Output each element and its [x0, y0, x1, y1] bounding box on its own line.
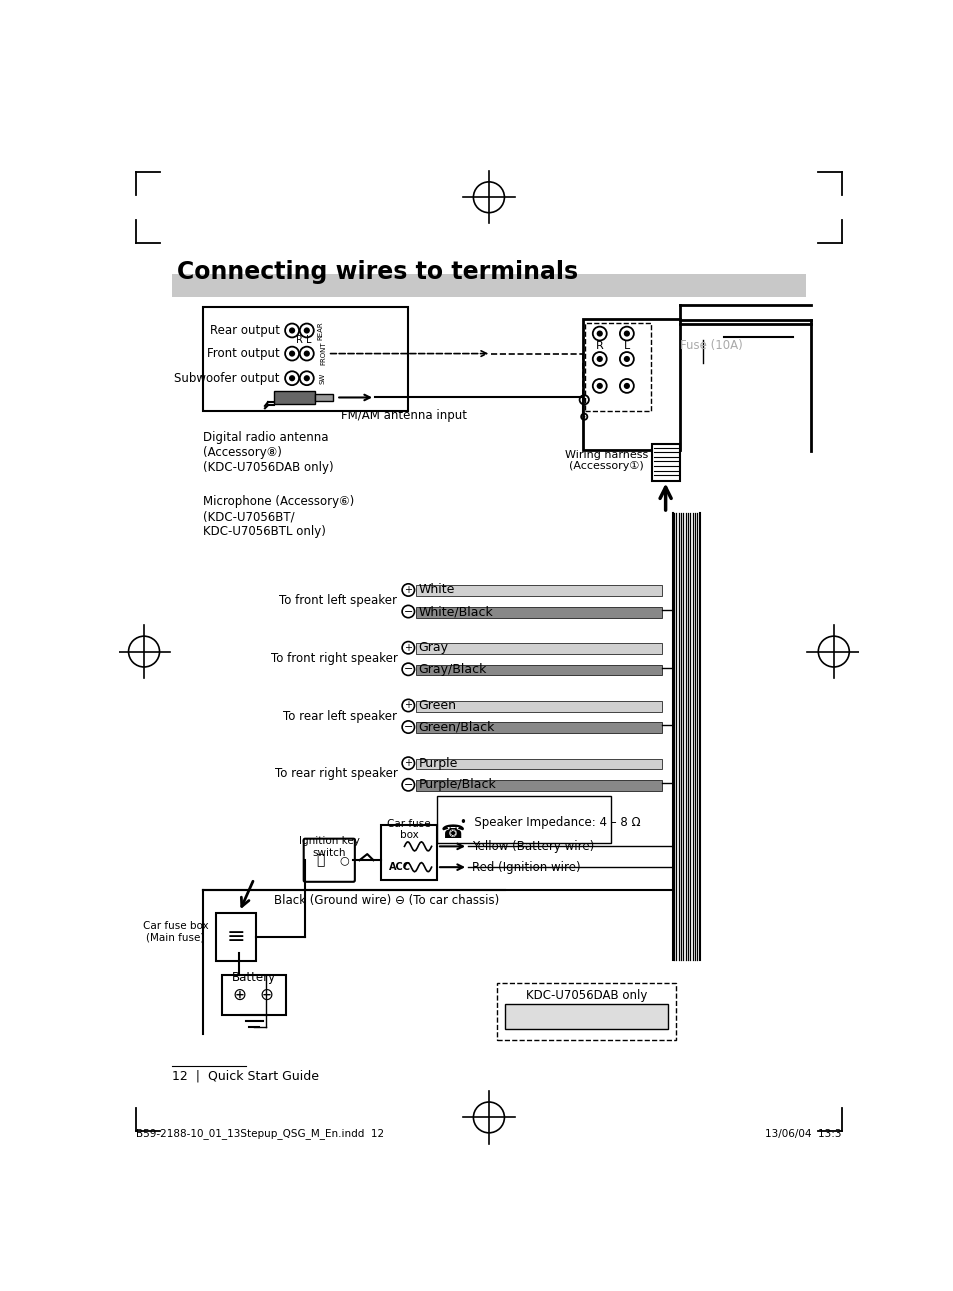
Bar [416, 780, 661, 791]
Text: Black (Ground wire) ⊖ (To car chassis): Black (Ground wire) ⊖ (To car chassis) [274, 895, 499, 908]
Text: ⊖: ⊖ [259, 986, 274, 1004]
Text: ⚿: ⚿ [315, 853, 324, 868]
Text: R: R [596, 341, 603, 351]
Bar [584, 323, 650, 412]
Text: Digital radio antenna
(Accessory⑧)
(KDC-U7056DAB only): Digital radio antenna (Accessory⑧) (KDC-… [203, 431, 334, 474]
Text: Car fuse box
(Main fuse): Car fuse box (Main fuse) [143, 920, 208, 942]
Text: To front left speaker: To front left speaker [279, 594, 397, 607]
Text: Rear output: Rear output [210, 324, 279, 337]
Text: −: − [403, 722, 413, 732]
Text: To front right speaker: To front right speaker [271, 652, 397, 665]
Circle shape [303, 350, 310, 356]
Text: Fuse (10A): Fuse (10A) [679, 340, 741, 352]
Bar [172, 274, 805, 297]
Circle shape [623, 330, 629, 337]
Bar [203, 306, 408, 411]
Bar [416, 723, 661, 733]
Text: R: R [295, 336, 302, 346]
Bar [274, 391, 314, 404]
Text: +: + [404, 585, 412, 595]
Text: •  Speaker Impedance: 4 – 8 Ω: • Speaker Impedance: 4 – 8 Ω [459, 816, 640, 829]
Text: White: White [418, 584, 455, 596]
Bar [416, 607, 661, 617]
Text: +: + [404, 643, 412, 653]
Text: Wiring harness
(Accessory①): Wiring harness (Accessory①) [564, 449, 647, 471]
Circle shape [289, 376, 294, 381]
Circle shape [289, 328, 294, 333]
Circle shape [596, 356, 602, 361]
Bar [416, 665, 661, 675]
Text: Ignition key
switch: Ignition key switch [298, 837, 359, 859]
Text: 12  |  Quick Start Guide: 12 | Quick Start Guide [172, 1070, 318, 1083]
Text: Purple/Black: Purple/Black [418, 778, 496, 791]
Text: L: L [623, 341, 629, 351]
Text: FRONT: FRONT [320, 341, 326, 364]
Text: FM/AM antenna input: FM/AM antenna input [341, 409, 467, 422]
Text: Purple: Purple [418, 757, 457, 769]
Circle shape [596, 330, 602, 337]
Text: Yellow (Battery wire): Yellow (Battery wire) [472, 840, 594, 853]
Bar [416, 759, 661, 769]
Text: Green: Green [418, 698, 456, 711]
Text: Green/Black: Green/Black [418, 720, 495, 733]
Bar [416, 701, 661, 711]
Circle shape [303, 328, 310, 333]
Text: −: − [403, 607, 413, 617]
Text: Car fuse
box: Car fuse box [387, 818, 431, 840]
Text: Red (Ignition wire): Red (Ignition wire) [472, 861, 579, 874]
FancyBboxPatch shape [303, 839, 355, 882]
Text: B59-2188-10_01_13Stepup_QSG_M_En.indd  12: B59-2188-10_01_13Stepup_QSG_M_En.indd 12 [136, 1128, 384, 1139]
Text: +: + [404, 701, 412, 710]
Text: To rear right speaker: To rear right speaker [274, 768, 397, 781]
Text: Front output: Front output [207, 347, 279, 360]
Bar [652, 444, 679, 480]
Bar [497, 982, 675, 1041]
Circle shape [289, 350, 294, 356]
Text: White/Black: White/Black [418, 605, 493, 618]
Text: Battery: Battery [232, 971, 275, 984]
Text: Connecting wires to terminals: Connecting wires to terminals [176, 261, 578, 284]
Circle shape [303, 376, 310, 381]
Text: ☎: ☎ [440, 824, 464, 842]
Bar [505, 1004, 667, 1029]
Bar [216, 913, 256, 961]
Text: +: + [404, 758, 412, 768]
Circle shape [582, 398, 585, 402]
Text: ACC: ACC [389, 862, 411, 873]
Bar [222, 975, 286, 1015]
Bar [314, 394, 333, 402]
Text: ⊕: ⊕ [233, 986, 246, 1004]
Text: SW: SW [319, 373, 325, 383]
Bar [381, 825, 436, 880]
Bar [416, 585, 661, 596]
Text: Gray/Black: Gray/Black [418, 662, 486, 675]
Text: −: − [403, 665, 413, 674]
Text: ○: ○ [338, 855, 349, 865]
Text: Microphone (Accessory⑥)
(KDC-U7056BT/
KDC-U7056BTL only): Microphone (Accessory⑥) (KDC-U7056BT/ KD… [203, 496, 354, 538]
Circle shape [623, 383, 629, 389]
Text: −: − [403, 780, 413, 790]
Text: Gray: Gray [418, 642, 448, 655]
Text: REAR: REAR [316, 321, 323, 340]
Text: L: L [305, 336, 311, 346]
Text: 13/06/04  13:3: 13/06/04 13:3 [764, 1130, 841, 1139]
Circle shape [596, 383, 602, 389]
Bar [416, 643, 661, 653]
Bar [582, 319, 679, 449]
Circle shape [582, 416, 585, 418]
Text: ≡: ≡ [227, 927, 245, 948]
Bar [436, 795, 611, 843]
Text: KDC-U7056DAB only: KDC-U7056DAB only [525, 989, 646, 1002]
Circle shape [623, 356, 629, 361]
Text: Subwoofer output: Subwoofer output [174, 372, 279, 385]
Text: To rear left speaker: To rear left speaker [283, 710, 397, 723]
